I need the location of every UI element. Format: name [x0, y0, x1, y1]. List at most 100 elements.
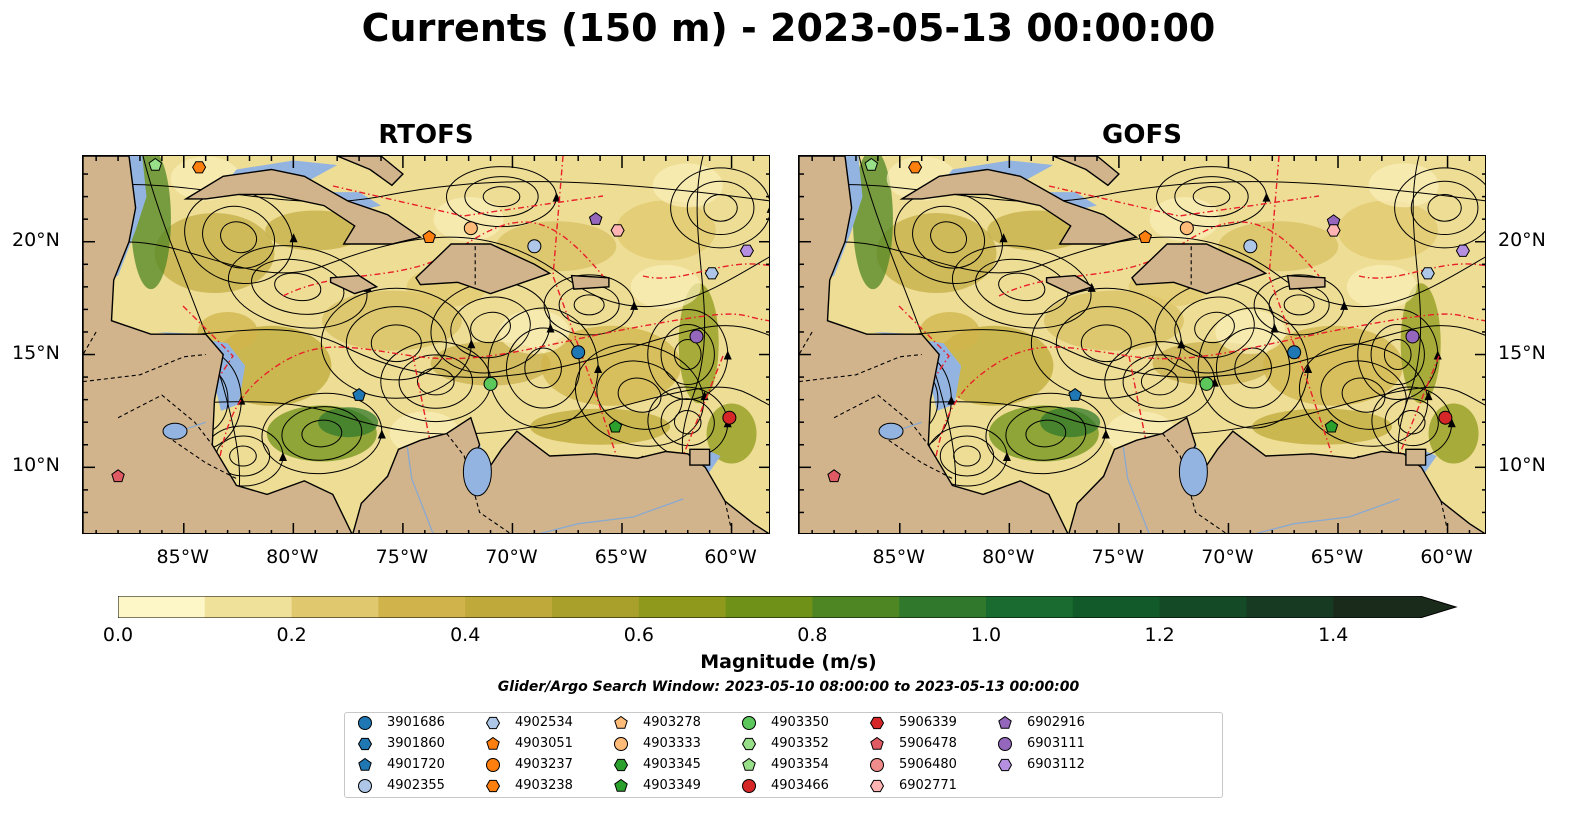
colorbar-segment: [1246, 596, 1334, 618]
legend-label: 4902534: [515, 715, 573, 730]
colorbar-segment: [465, 596, 553, 618]
lat-tick-label-left: 20°N: [12, 228, 60, 251]
legend-marker: [358, 779, 372, 793]
colorbar-tick-label: 1.2: [1144, 624, 1175, 646]
colorbar: [117, 595, 1458, 619]
legend-label: 6902916: [1027, 715, 1085, 730]
hexagon-marker-icon: [741, 737, 757, 751]
obs-marker-6902771: [1326, 224, 1341, 237]
obs-marker-6903112: [739, 244, 754, 257]
lat-tick-label-left: 10°N: [12, 454, 60, 477]
colorbar-segment: [118, 596, 206, 618]
lon-tick-label: 75°W: [375, 546, 429, 568]
colorbar-tick-label: 0.4: [450, 624, 481, 646]
lon-tick-label: 85°W: [156, 546, 210, 568]
lon-tick-label: 65°W: [1310, 546, 1364, 568]
hexagon-marker-icon: [869, 779, 885, 793]
legend-item: 4903278: [613, 713, 701, 733]
legend-marker: [742, 757, 756, 771]
legend-label: 6902771: [899, 778, 957, 793]
legend-item: 5906478: [869, 734, 957, 754]
lon-tick-label: 60°W: [704, 546, 757, 568]
obs-marker-4903354: [864, 157, 879, 171]
obs-marker-4903349: [608, 419, 623, 433]
legend-item: 4902534: [485, 713, 573, 733]
colorbar-title: Magnitude (m/s): [700, 651, 877, 673]
obs-marker-4903051: [422, 230, 436, 243]
legend-item: 6902771: [869, 776, 957, 796]
colorbar-tick-label: 0.6: [623, 624, 654, 646]
search-window-text: Glider/Argo Search Window: 2023-05-10 08…: [497, 679, 1080, 695]
legend-item: 4903349: [613, 776, 701, 796]
hexagon-marker-icon: [485, 779, 501, 793]
legend-marker: [486, 736, 500, 750]
colorbar-segment: [725, 596, 813, 618]
colorbar-segment: [1072, 596, 1161, 618]
pentagon-marker-icon: [614, 778, 628, 792]
legend-marker: [998, 737, 1012, 751]
legend-marker: [997, 758, 1013, 772]
obs-marker-6903111: [689, 329, 704, 344]
colorbar-segment: [378, 596, 466, 618]
lon-tick-label: 85°W: [872, 546, 926, 568]
lat-tick-label-right: 20°N: [1498, 228, 1546, 251]
map-panel-gofs: [798, 155, 1486, 534]
hexagon-marker-icon: [997, 758, 1013, 772]
map-canvas: [83, 156, 769, 533]
legend-item: 4903345: [613, 755, 701, 775]
circle-marker-icon: [998, 737, 1012, 751]
obs-marker-6902916: [588, 212, 603, 225]
obs-marker-4902355: [527, 239, 542, 254]
obs-marker-4903466: [1438, 410, 1453, 425]
pentagon-marker-icon: [614, 715, 628, 729]
obs-marker-6903112: [1455, 244, 1470, 257]
legend-marker: [742, 716, 756, 730]
map-panel-rtofs: [82, 155, 770, 534]
legend: 3901686 3901860 4901720 4902355 4902534 49030…: [344, 712, 1223, 798]
lat-tick-label-right: 15°N: [1498, 341, 1546, 364]
pentagon-marker-icon: [358, 757, 372, 771]
pentagon-marker-icon: [870, 736, 884, 750]
colorbar-segment: [812, 596, 900, 618]
legend-label: 5906478: [899, 736, 957, 751]
colorbar-tick-label: 0.0: [102, 624, 134, 646]
pentagon-marker-icon: [998, 715, 1012, 729]
obs-marker-4903354: [148, 157, 163, 171]
hexagon-marker-icon: [485, 716, 501, 730]
circle-marker-icon: [742, 716, 756, 730]
legend-marker: [613, 758, 629, 772]
colorbar-tick-label: 0.2: [276, 624, 307, 646]
legend-item: 4902355: [357, 776, 445, 796]
obs-marker-4903349: [1324, 419, 1339, 433]
legend-label: 3901686: [387, 715, 445, 730]
hexagon-marker-icon: [613, 758, 629, 772]
obs-marker-4901720: [1068, 387, 1082, 401]
legend-label: 4903051: [515, 736, 573, 751]
legend-item: 4903237: [485, 755, 573, 775]
legend-item: 4903466: [741, 776, 829, 796]
legend-label: 4903466: [771, 778, 829, 793]
circle-marker-icon: [614, 737, 628, 751]
legend-item: 4903350: [741, 713, 829, 733]
legend-label: 4903345: [643, 757, 701, 772]
legend-marker: [486, 758, 500, 772]
legend-marker: [358, 716, 372, 730]
legend-marker: [485, 716, 501, 730]
circle-marker-icon: [870, 758, 884, 772]
legend-marker: [614, 778, 628, 792]
colorbar-tick-label: 0.8: [797, 624, 828, 646]
legend-item: 4903238: [485, 776, 573, 796]
obs-marker-5906478: [111, 469, 125, 483]
obs-marker-4903333: [463, 221, 478, 236]
colorbar-segment: [1159, 596, 1247, 618]
legend-label: 4903352: [771, 736, 829, 751]
legend-item: 4903333: [613, 734, 701, 754]
legend-marker: [741, 737, 757, 751]
legend-label: 4903350: [771, 715, 829, 730]
lon-tick-label: 70°W: [485, 546, 538, 568]
legend-label: 5906339: [899, 715, 957, 730]
circle-marker-icon: [486, 758, 500, 772]
obs-marker-4902534: [704, 267, 719, 280]
legend-marker: [998, 715, 1012, 729]
legend-label: 4903278: [643, 715, 701, 730]
